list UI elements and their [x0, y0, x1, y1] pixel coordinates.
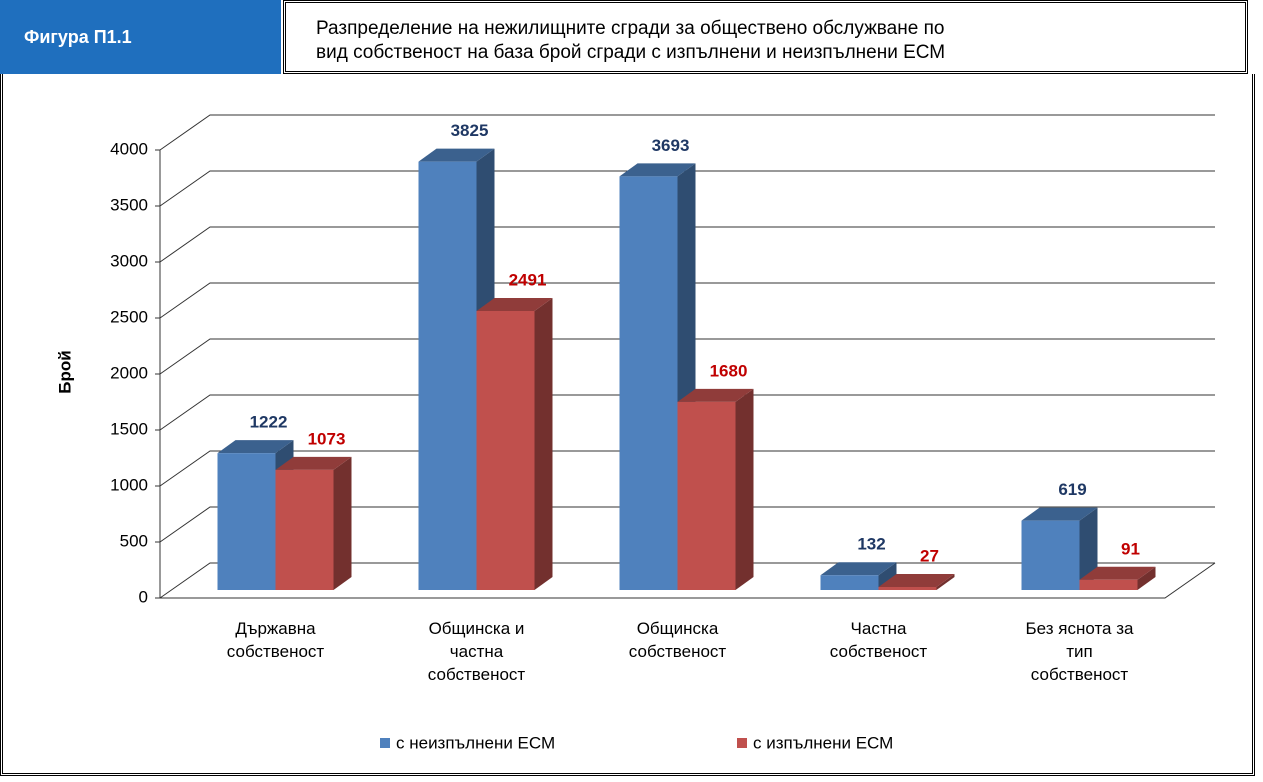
- bar: [878, 573, 955, 590]
- x-tick-label: Частна собственост: [829, 619, 928, 661]
- bar-top: [418, 148, 495, 162]
- bar-side: [1137, 566, 1156, 590]
- y-tick-label: 3500: [110, 195, 148, 214]
- grid-line: [159, 170, 1215, 207]
- data-label: 27: [920, 546, 939, 565]
- bar-front: [677, 401, 736, 590]
- y-tick-label: 1000: [110, 475, 148, 494]
- bar: [1079, 566, 1156, 590]
- y-tick-label: 4000: [110, 139, 148, 158]
- y-tick-label: 2000: [110, 363, 148, 382]
- data-label: 3693: [652, 136, 690, 155]
- bar: [1021, 507, 1098, 590]
- y-tick-label: 1500: [110, 419, 148, 438]
- y-tick-label: 2500: [110, 307, 148, 326]
- bar-side: [1079, 507, 1098, 590]
- grid-line: [159, 282, 1215, 319]
- x-tick-label: Общинска собственост: [628, 619, 727, 661]
- bar-front: [275, 469, 334, 590]
- bar-side: [878, 562, 897, 590]
- bar-top: [476, 298, 553, 312]
- data-label: 91: [1121, 539, 1140, 558]
- bar-front: [476, 311, 535, 590]
- x-tick-label: Общинска и частна собственост: [427, 619, 526, 684]
- bar: [677, 388, 754, 590]
- bar-top: [1021, 507, 1098, 521]
- grid-line: [159, 450, 1215, 487]
- bar: [476, 298, 553, 590]
- data-label: 132: [857, 535, 885, 554]
- y-tick-label: 500: [120, 531, 148, 550]
- grid-line: [159, 114, 1215, 151]
- bar-front: [1021, 520, 1080, 590]
- figure-number: Фигура П1.1: [0, 0, 281, 74]
- grid-line: [159, 506, 1215, 543]
- bar-top: [619, 163, 696, 177]
- bar-top: [677, 388, 754, 402]
- data-label: 3825: [451, 121, 489, 140]
- data-label: 619: [1058, 480, 1086, 499]
- grid-line: [159, 226, 1215, 263]
- data-label: 1222: [250, 413, 288, 432]
- bar-front: [878, 586, 937, 590]
- bar-side: [936, 573, 955, 590]
- figure-title: Разпределение на нежилищните сгради за о…: [283, 0, 1248, 74]
- y-tick-label: 0: [139, 587, 148, 606]
- y-tick-label: 3000: [110, 251, 148, 270]
- bar-front: [217, 453, 276, 590]
- chart-frame: [0, 74, 1255, 776]
- x-tick-label: Без яснота за тип собственост: [1025, 619, 1134, 684]
- data-label: 2491: [509, 270, 547, 289]
- legend-label: с неизпълнени ЕСМ: [396, 733, 555, 752]
- bar: [820, 562, 897, 590]
- bar: [275, 456, 352, 590]
- bar-front: [1079, 579, 1138, 590]
- x-tick-label: Държавна собственост: [226, 619, 325, 661]
- grid-line: [159, 394, 1215, 431]
- bar-front: [820, 575, 879, 590]
- bar-front: [619, 176, 678, 590]
- floor: [160, 562, 1216, 599]
- bar-side: [534, 298, 553, 590]
- bar-side: [735, 388, 754, 590]
- bar-top: [878, 573, 955, 587]
- grid-line: [159, 338, 1215, 375]
- bar-top: [217, 440, 294, 454]
- legend-swatch: [380, 738, 390, 748]
- bar-top: [1079, 566, 1156, 580]
- y-axis-label: Брой: [55, 350, 74, 393]
- bar-top: [820, 562, 897, 576]
- legend-label: с изпълнени ЕСМ: [753, 733, 893, 752]
- bar-front: [418, 161, 477, 590]
- bar-side: [333, 456, 352, 590]
- bar-top: [275, 456, 352, 470]
- legend-swatch: [737, 738, 747, 748]
- data-label: 1680: [710, 361, 748, 380]
- data-label: 1073: [308, 429, 346, 448]
